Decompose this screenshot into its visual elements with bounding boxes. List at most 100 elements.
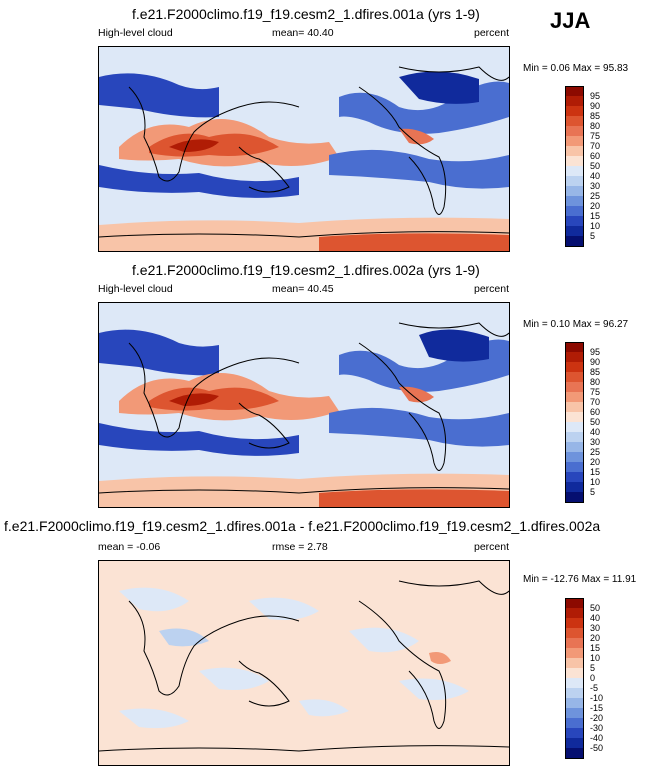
panel-1-units-label: percent (474, 27, 510, 39)
colorbar-swatch (565, 96, 584, 107)
colorbar-tick-label: 85 (590, 366, 601, 377)
panel-1-minmax: Min = 0.06 Max = 95.83 (523, 63, 629, 74)
panel-3-mean-label: mean = -0.06 (98, 541, 161, 553)
colorbar-swatch (565, 196, 584, 207)
colorbar-swatch (565, 598, 584, 609)
panel-2-units-label: percent (474, 283, 510, 295)
colorbar-tick-label: 10 (590, 652, 601, 663)
colorbar-swatch (565, 608, 584, 619)
panel-1-mean-label: mean= 40.40 (272, 27, 334, 39)
colorbar-swatch (565, 728, 584, 739)
colorbar-swatch (565, 738, 584, 749)
colorbar-swatch (565, 708, 584, 719)
colorbar-tick-label: 25 (590, 190, 601, 201)
colorbar-tick-label: 15 (590, 210, 601, 221)
colorbar-tick-label: -5 (590, 682, 599, 693)
colorbar-swatch (565, 106, 584, 117)
colorbar-tick-label: 50 (590, 602, 601, 613)
panel-1-variable-label: High-level cloud (98, 27, 173, 39)
colorbar-tick-label: 75 (590, 130, 601, 141)
colorbar-tick-label: 10 (590, 220, 601, 231)
colorbar-tick-label: 5 (590, 486, 596, 497)
colorbar-tick-label: 15 (590, 642, 601, 653)
panel-2-map (98, 302, 510, 508)
colorbar-swatch (565, 492, 584, 503)
colorbar-swatch (565, 126, 584, 137)
colorbar-tick-label: 60 (590, 150, 601, 161)
colorbar-tick-label: 30 (590, 180, 601, 191)
colorbar-tick-label: 30 (590, 622, 601, 633)
colorbar-tick-label: 40 (590, 612, 601, 623)
panel-3-rmse-label: rmse = 2.78 (272, 541, 328, 553)
colorbar-swatch (565, 156, 584, 167)
panel-2-title: f.e21.F2000climo.f19_f19.cesm2_1.dfires.… (132, 262, 480, 278)
colorbar-swatch (565, 186, 584, 197)
colorbar-swatch (565, 412, 584, 423)
colorbar-tick-label: 20 (590, 456, 601, 467)
colorbar-swatch (565, 176, 584, 187)
colorbar-swatch (565, 136, 584, 147)
colorbar-tick-label: 5 (590, 230, 596, 241)
colorbar-swatch (565, 116, 584, 127)
colorbar-tick-label: 40 (590, 170, 601, 181)
colorbar-tick-label: 30 (590, 436, 601, 447)
panel-3-colorbar: 50 40 30 20 15 10 5 0 -5 -10 -15 -20 -30 -40 -50 (565, 598, 625, 759)
colorbar-tick-label: -20 (590, 712, 604, 723)
panel-1-colorbar: 95 90 85 80 75 70 60 50 40 30 25 20 15 10 5 (565, 86, 625, 247)
colorbar-tick-label: 80 (590, 376, 601, 387)
colorbar-tick-label: 70 (590, 396, 601, 407)
panel-1-map (98, 46, 510, 252)
colorbar-tick-label: 5 (590, 662, 596, 673)
colorbar-tick-label: 25 (590, 446, 601, 457)
colorbar-swatch (565, 146, 584, 157)
colorbar-tick-label: 95 (590, 90, 601, 101)
colorbar-tick-label: 90 (590, 356, 601, 367)
colorbar-swatch (565, 688, 584, 699)
colorbar-tick-label: 20 (590, 632, 601, 643)
colorbar-swatch (565, 748, 584, 759)
colorbar-swatch (565, 648, 584, 659)
colorbar-swatch (565, 432, 584, 443)
colorbar-swatch (565, 482, 584, 493)
colorbar-swatch (565, 166, 584, 177)
colorbar-swatch (565, 382, 584, 393)
colorbar-swatch (565, 226, 584, 237)
colorbar-tick-label: 40 (590, 426, 601, 437)
colorbar-swatch (565, 718, 584, 729)
panel-1-map-svg (99, 47, 509, 251)
colorbar-swatch (565, 216, 584, 227)
colorbar-tick-label: 15 (590, 466, 601, 477)
panel-3-map (98, 560, 510, 766)
colorbar-tick-label: -10 (590, 692, 604, 703)
colorbar-swatch (565, 392, 584, 403)
colorbar-swatch (565, 342, 584, 353)
colorbar-tick-label: 70 (590, 140, 601, 151)
colorbar-tick-label: -50 (590, 742, 604, 753)
colorbar-swatch (565, 442, 584, 453)
colorbar-swatch (565, 618, 584, 629)
colorbar-tick-label: 0 (590, 672, 596, 683)
colorbar-swatch (565, 402, 584, 413)
colorbar-swatch (565, 678, 584, 689)
colorbar-tick-label: 75 (590, 386, 601, 397)
colorbar-swatch (565, 452, 584, 463)
colorbar-swatch (565, 352, 584, 363)
colorbar-swatch (565, 658, 584, 669)
season-label: JJA (550, 8, 591, 33)
colorbar-swatch (565, 86, 584, 97)
panel-2-mean-label: mean= 40.45 (272, 283, 334, 295)
colorbar-tick-label: 85 (590, 110, 601, 121)
colorbar-tick-label: -40 (590, 732, 604, 743)
colorbar-tick-label: 50 (590, 160, 601, 171)
panel-2-minmax: Min = 0.10 Max = 96.27 (523, 319, 629, 330)
colorbar-tick-label: 80 (590, 120, 601, 131)
colorbar-tick-label: 90 (590, 100, 601, 111)
colorbar-swatch (565, 462, 584, 473)
panel-3-minmax: Min = -12.76 Max = 11.91 (523, 574, 637, 585)
panel-1-title: f.e21.F2000climo.f19_f19.cesm2_1.dfires.… (132, 6, 480, 22)
colorbar-swatch (565, 698, 584, 709)
colorbar-swatch (565, 372, 584, 383)
colorbar-swatch (565, 362, 584, 373)
colorbar-tick-label: -30 (590, 722, 604, 733)
colorbar-tick-label: 95 (590, 346, 601, 357)
